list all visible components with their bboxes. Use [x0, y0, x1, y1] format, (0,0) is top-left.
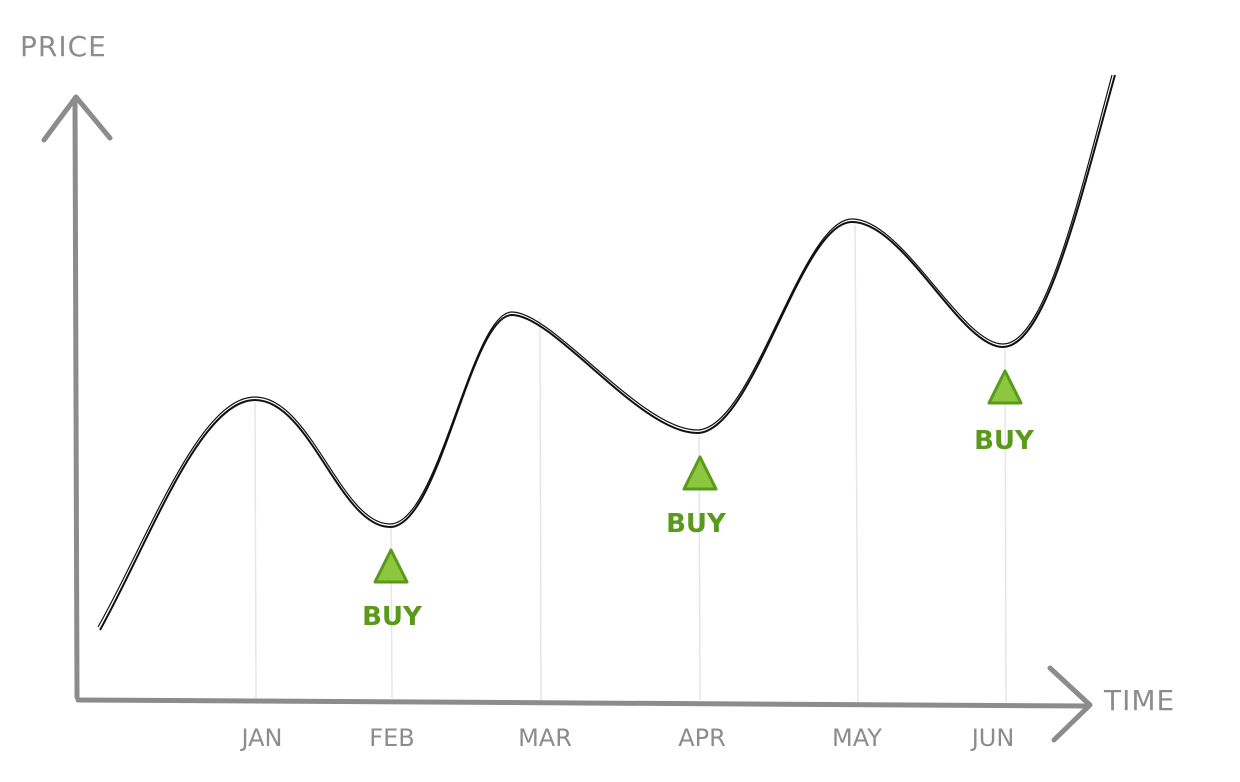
x-axis: [75, 697, 1091, 709]
guide-line: [539, 317, 542, 701]
month-label: MAR: [518, 724, 572, 752]
x-axis-label: TIME: [1103, 684, 1175, 717]
curve-line: [99, 74, 1116, 631]
buy-label: BUY: [666, 509, 727, 539]
guide-line: [1004, 348, 1007, 703]
month-label: MAY: [832, 724, 882, 752]
buy-labels: BUY BUY BUY: [362, 426, 1035, 632]
curve-line: [97, 74, 1113, 628]
month-label: JUN: [970, 724, 1015, 752]
buy-label: BUY: [362, 602, 423, 632]
y-axis: [72, 95, 80, 700]
y-axis-label: PRICE: [20, 30, 107, 63]
month-label: APR: [678, 724, 726, 752]
month-label: JAN: [239, 724, 282, 752]
buy-marker: [987, 369, 1023, 405]
x-axis-arrow: [1047, 665, 1093, 743]
buy-label: BUY: [974, 426, 1035, 456]
price-curve: [97, 74, 1116, 631]
month-labels: JAN FEB MAR APR MAY JUN: [239, 724, 1014, 752]
month-label: FEB: [369, 724, 414, 752]
buy-marker: [682, 455, 718, 491]
guide-line: [254, 401, 257, 699]
y-axis-arrow: [41, 94, 113, 143]
buy-marker: [373, 548, 409, 584]
guide-line: [854, 224, 859, 703]
